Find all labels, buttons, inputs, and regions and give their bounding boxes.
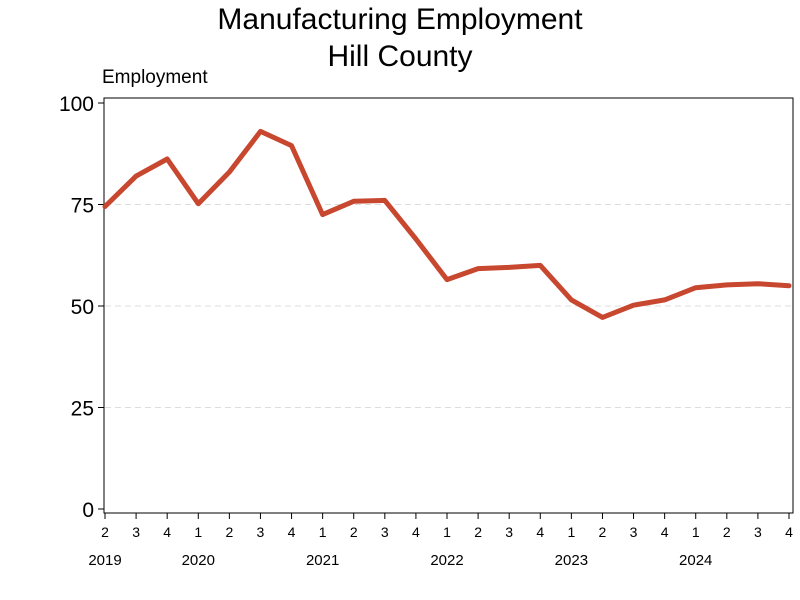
data-point (693, 285, 698, 290)
x-tick-label: 2 (350, 524, 358, 540)
x-tick-label: 3 (381, 524, 389, 540)
y-tick-label: 0 (82, 499, 94, 522)
data-point (227, 169, 232, 175)
x-tick-label: 4 (536, 524, 544, 540)
x-tick-label: 4 (163, 524, 171, 540)
data-point (258, 129, 263, 134)
year-label: 2021 (306, 552, 339, 569)
data-point (196, 201, 201, 206)
data-point (289, 143, 294, 148)
y-tick-label: 75 (71, 195, 94, 218)
data-point (475, 266, 481, 271)
x-tick-label: 1 (692, 524, 700, 540)
x-tick-label: 2 (225, 524, 233, 540)
x-tick-label: 1 (443, 524, 451, 540)
series-group (102, 128, 792, 320)
year-labels: 2019 2020 2021 2022 2023 2024 (88, 552, 712, 569)
data-point (133, 173, 139, 179)
data-point (164, 156, 170, 162)
y-axis: 0 25 50 75 100 (59, 93, 104, 522)
x-tick-label: 3 (754, 524, 762, 540)
data-point (382, 198, 388, 203)
y-tick-label: 100 (59, 93, 94, 116)
gridlines (105, 204, 792, 408)
x-tick-label: 3 (505, 524, 513, 540)
chart-subtitle: Hill County (327, 40, 473, 73)
x-tick-label: 2 (599, 524, 607, 540)
data-point (724, 282, 730, 288)
x-tick-label: 1 (319, 524, 327, 540)
x-axis: 2 3 4 1 2 3 4 1 2 3 4 1 2 3 4 1 2 3 4 1 2 3 4 (101, 513, 793, 540)
x-tick-label: 2 (101, 524, 109, 540)
x-tick-label: 1 (194, 524, 202, 540)
x-tick-label: 3 (630, 524, 638, 540)
x-tick-label: 3 (132, 524, 140, 540)
data-point (600, 315, 605, 320)
data-point (662, 297, 667, 303)
x-tick-label: 4 (288, 524, 296, 540)
x-tick-label: 1 (567, 524, 575, 540)
x-tick-label: 2 (723, 524, 731, 540)
data-point (413, 236, 419, 242)
data-point (631, 302, 636, 308)
y-axis-label: Employment (102, 67, 208, 88)
x-tick-label: 4 (661, 524, 669, 540)
data-point (444, 277, 450, 282)
y-tick-label: 50 (71, 296, 94, 319)
year-label: 2023 (555, 552, 588, 569)
data-point (538, 263, 543, 268)
x-tick-label: 4 (785, 524, 793, 540)
x-tick-label: 2 (474, 524, 482, 540)
data-point (102, 204, 108, 209)
data-point (351, 199, 356, 204)
x-tick-label: 3 (257, 524, 265, 540)
data-point (320, 212, 325, 217)
year-label: 2022 (430, 552, 463, 569)
data-point (786, 283, 792, 288)
year-label: 2024 (679, 552, 712, 569)
x-tick-label: 4 (412, 524, 420, 540)
chart-title: Manufacturing Employment (217, 3, 583, 36)
year-label: 2019 (88, 552, 121, 569)
y-tick-label: 25 (71, 398, 94, 421)
data-point (569, 297, 574, 303)
series-line (102, 128, 792, 320)
year-label: 2020 (182, 552, 215, 569)
data-point (506, 265, 512, 270)
data-point (755, 281, 761, 286)
